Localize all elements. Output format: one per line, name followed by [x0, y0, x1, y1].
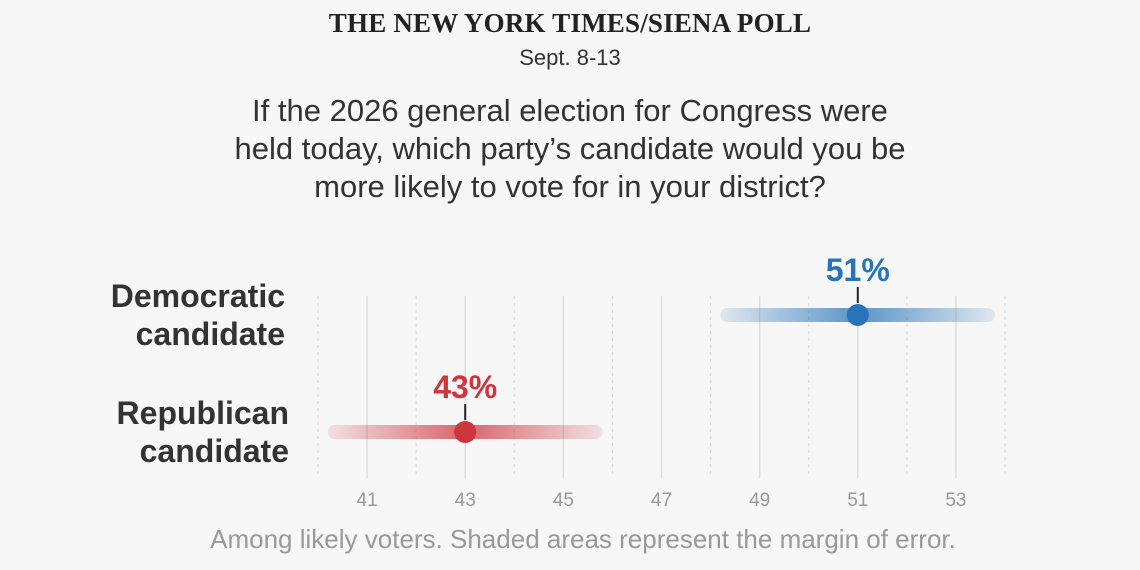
x-tick-label: 51	[847, 490, 868, 511]
value-label: 43%	[433, 369, 497, 405]
row-label-line: candidate	[136, 316, 285, 352]
poll-title: THE NEW YORK TIMES/SIENA POLL	[328, 8, 812, 38]
x-tick-label: 41	[357, 490, 378, 511]
value-dot	[454, 421, 477, 443]
value-label: 51%	[826, 252, 890, 288]
value-dot	[846, 304, 869, 326]
x-tick-label: 43	[455, 490, 476, 511]
row-label: Republican candidate	[117, 395, 289, 469]
row-label-line: Republican	[117, 395, 289, 431]
question-line: If the 2026 general election for Congres…	[252, 93, 888, 128]
row-label-line: candidate	[140, 433, 289, 469]
x-tick-label: 53	[945, 490, 966, 511]
question-line: held today, which party’s candidate woul…	[234, 131, 906, 166]
x-tick-label: 47	[651, 490, 672, 511]
row-label-line: Democratic	[111, 278, 285, 314]
poll-date: Sept. 8-13	[519, 45, 621, 70]
row-label: Democratic candidate	[111, 278, 285, 352]
x-tick-label: 49	[749, 490, 770, 511]
question-line: more likely to vote for in your district…	[314, 169, 826, 204]
x-axis-ticks: 41 43 45 47 49 51 53	[357, 490, 967, 511]
x-tick-label: 45	[553, 490, 574, 511]
footnote: Among likely voters. Shaded areas repres…	[210, 524, 956, 554]
grid	[317, 296, 1006, 478]
question-text: If the 2026 general election for Congres…	[170, 92, 970, 206]
